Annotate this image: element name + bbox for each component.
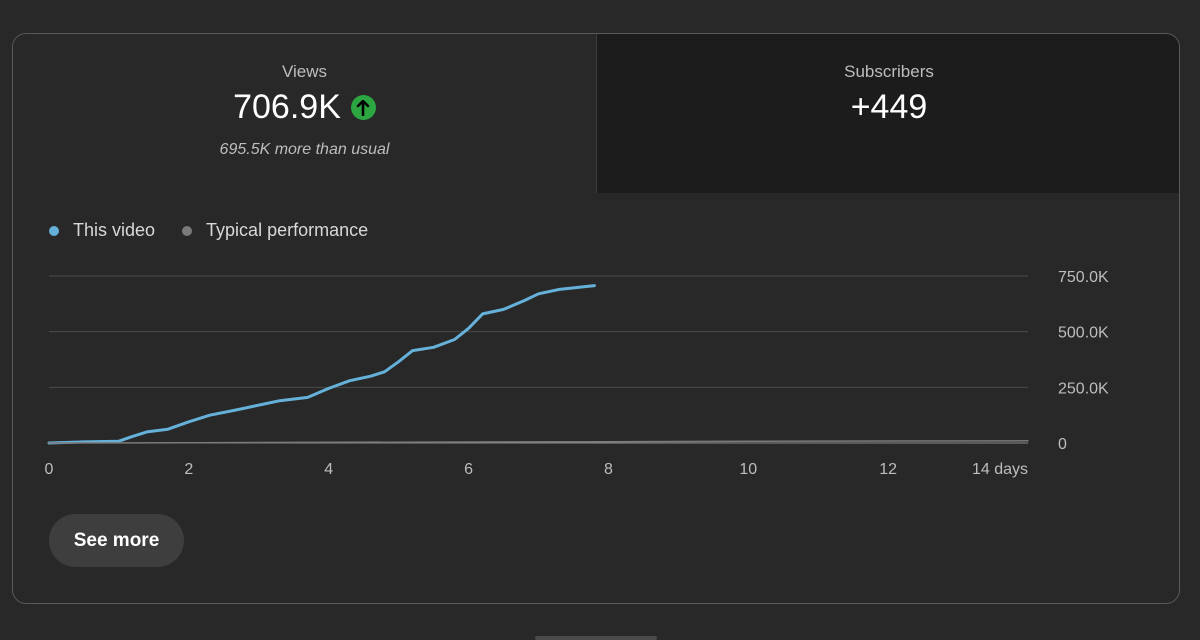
x-tick-label: 2 bbox=[184, 461, 193, 478]
legend-dot-this-video bbox=[49, 225, 59, 236]
metric-tab-subscribers[interactable]: Subscribers +449 bbox=[596, 34, 1179, 193]
legend-label-this-video: This video bbox=[73, 220, 156, 240]
y-tick-label: 500.0K bbox=[1058, 325, 1109, 342]
metric-tab-views[interactable]: Views 706.9K 695.5K more than usual bbox=[13, 34, 596, 193]
views-comparison: 695.5K more than usual bbox=[219, 141, 390, 158]
x-tick-label: 0 bbox=[45, 461, 54, 478]
legend-item-typical: Typical performance bbox=[182, 220, 368, 241]
legend-item-this-video: This video bbox=[49, 220, 155, 241]
views-line-chart: 0 250.0K 500.0K 750.0K 0 2 4 6 8 10 12 14 days bbox=[45, 269, 1109, 478]
x-tick-label: 8 bbox=[604, 461, 613, 478]
views-performance-card: Views 706.9K 695.5K more than usual Subs… bbox=[12, 33, 1180, 604]
subscribers-label: Subscribers bbox=[844, 62, 934, 81]
views-value: 706.9K bbox=[233, 88, 341, 126]
legend-dot-typical bbox=[182, 225, 193, 236]
see-more-button[interactable]: See more bbox=[49, 514, 184, 567]
x-tick-label: 4 bbox=[324, 461, 333, 478]
arrow-up-icon bbox=[350, 95, 376, 120]
y-tick-label: 750.0K bbox=[1058, 269, 1109, 286]
x-tick-label: 6 bbox=[464, 461, 473, 478]
legend-label-typical: Typical performance bbox=[206, 220, 369, 240]
views-label: Views bbox=[281, 62, 328, 81]
chart-legend: This video Typical performance bbox=[49, 220, 395, 241]
y-tick-label: 250.0K bbox=[1058, 380, 1109, 397]
metric-tabs: Views 706.9K 695.5K more than usual Subs… bbox=[13, 34, 1179, 193]
x-tick-label: 12 bbox=[879, 461, 897, 478]
x-tick-label: 14 days bbox=[972, 461, 1028, 478]
y-tick-label: 0 bbox=[1058, 436, 1067, 453]
views-value-row: 706.9K bbox=[233, 88, 376, 127]
bottom-scroll-handle bbox=[535, 636, 657, 640]
series-line-typical bbox=[48, 440, 1029, 444]
series-line-this-video bbox=[47, 284, 596, 445]
subscribers-value: +449 bbox=[850, 88, 928, 126]
x-tick-label: 10 bbox=[739, 461, 757, 478]
subscribers-value-row: +449 bbox=[851, 88, 928, 127]
